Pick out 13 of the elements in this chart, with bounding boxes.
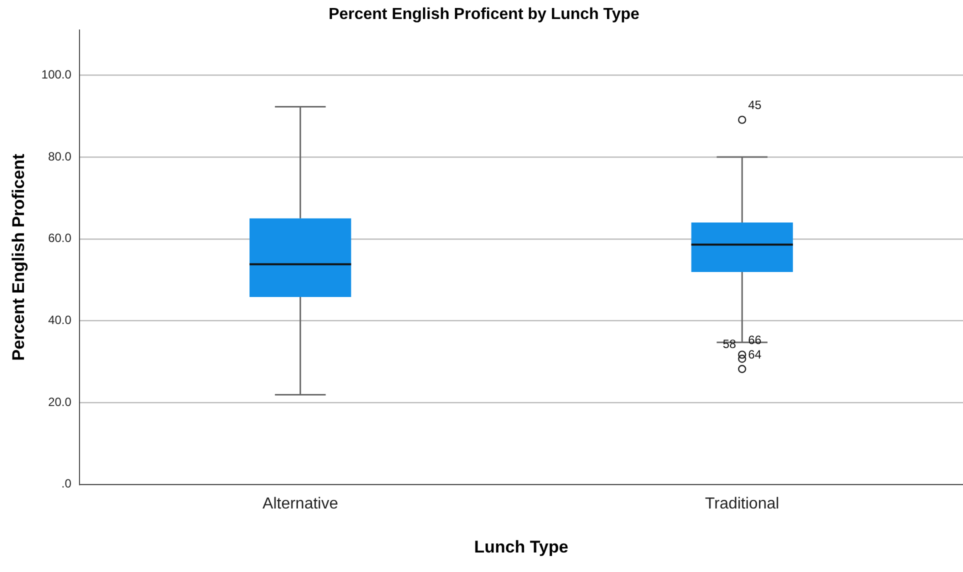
y-tick-label: 40.0	[48, 313, 72, 328]
x-axis-title: Lunch Type	[474, 537, 568, 556]
y-axis-title: Percent English Proficent	[8, 154, 28, 361]
y-tick-label: 20.0	[48, 394, 72, 409]
y-tick-label: .0	[61, 476, 72, 491]
y-tick-label: 60.0	[48, 231, 72, 246]
y-tick-label: 100.0	[41, 68, 72, 82]
x-tick-label: Traditional	[705, 495, 780, 512]
annotation: 64	[748, 347, 762, 362]
x-tick-label: Alternative	[262, 495, 338, 512]
y-tick-label: 80.0	[48, 149, 72, 164]
annotation: 45	[748, 98, 762, 112]
chart-title: Percent English Proficent by Lunch Type	[328, 6, 640, 24]
